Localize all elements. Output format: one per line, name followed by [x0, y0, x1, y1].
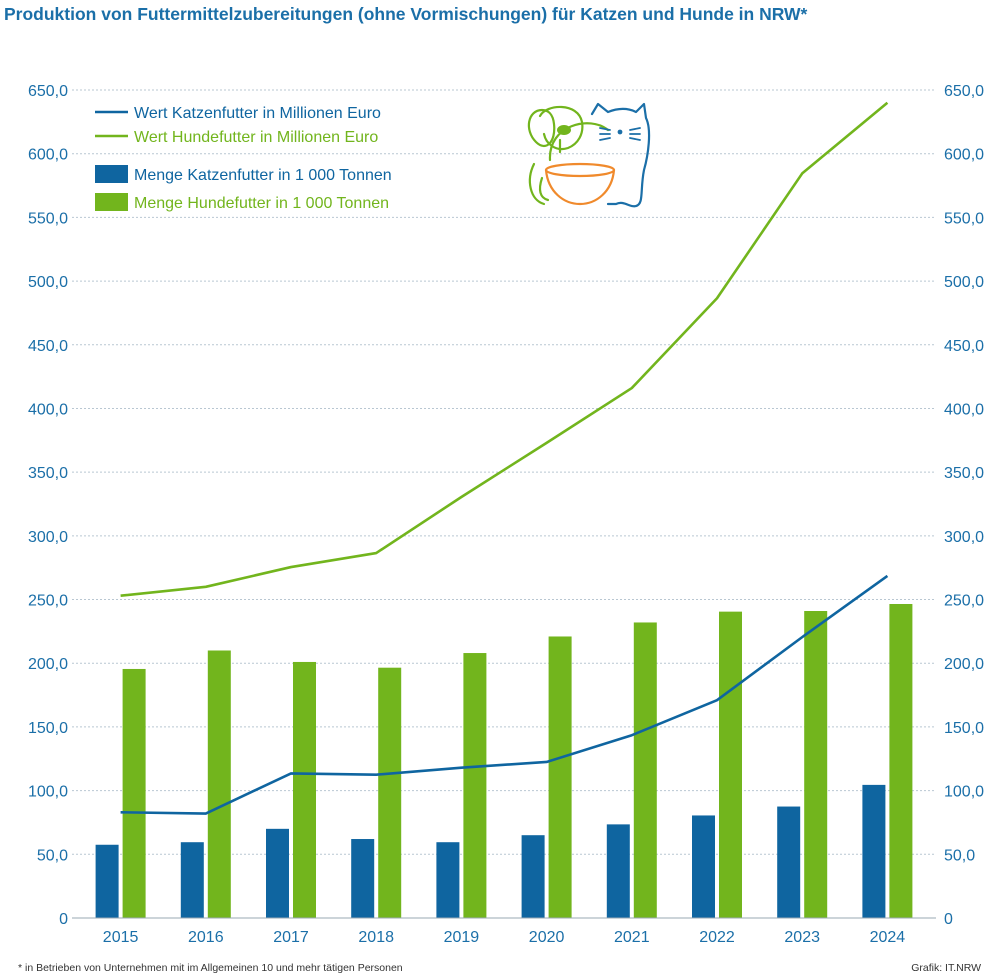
y-tick-label-right: 650,0 — [944, 83, 984, 100]
y-tick-label-left: 100,0 — [28, 784, 68, 801]
x-tick-label: 2024 — [870, 929, 906, 946]
bar-katzenfutter-menge — [692, 815, 715, 918]
bar-katzenfutter-menge — [95, 844, 119, 918]
bar-hundefutter-menge — [378, 667, 402, 918]
y-tick-label-right: 300,0 — [944, 529, 984, 546]
legend-swatch — [95, 193, 128, 211]
y-tick-label-right: 600,0 — [944, 147, 984, 164]
y-tick-label-left: 600,0 — [28, 147, 68, 164]
y-tick-label-left: 200,0 — [28, 656, 68, 673]
bar-katzenfutter-menge — [266, 828, 289, 918]
bar-hundefutter-menge — [463, 653, 487, 918]
y-tick-label-left: 400,0 — [28, 401, 68, 418]
y-tick-label-left: 50,0 — [37, 847, 68, 864]
y-tick-label-right: 50,0 — [944, 847, 975, 864]
y-tick-label-right: 200,0 — [944, 656, 984, 673]
x-tick-label: 2019 — [444, 929, 480, 946]
x-axis-ticks: 2015 2016 2017 2018 2019 2020 2021 2022 2023 2024 — [103, 929, 905, 946]
dog-and-cat-with-bowl-icon — [527, 102, 651, 208]
bar-katzenfutter-menge — [351, 839, 375, 918]
y-axis-right-ticks: 0 50,0 100,0 150,0 200,0 250,0 300,0 350,0 400,0… — [944, 83, 984, 928]
legend-label: Wert Hundefutter in Millionen Euro — [134, 129, 378, 146]
y-axis-left-ticks: 0 50,0 100,0 150,0 200,0 250,0 300,0 350,0 400,0… — [28, 83, 68, 928]
line-series — [120, 101, 889, 815]
x-tick-label: 2016 — [188, 929, 224, 946]
x-tick-label: 2017 — [273, 929, 309, 946]
y-tick-label-right: 0 — [944, 911, 953, 928]
legend-label: Menge Hundefutter in 1 000 Tonnen — [134, 195, 389, 212]
y-tick-label-left: 500,0 — [28, 274, 68, 291]
y-tick-label-right: 150,0 — [944, 720, 984, 737]
bar-hundefutter-menge — [719, 611, 742, 918]
bar-hundefutter-menge — [633, 622, 657, 918]
bar-katzenfutter-menge — [777, 806, 801, 918]
grid-lines — [72, 89, 936, 855]
y-tick-label-right: 250,0 — [944, 593, 984, 610]
line-hundefutter-wert — [120, 101, 889, 598]
y-tick-label-left: 250,0 — [28, 593, 68, 610]
legend-label: Wert Katzenfutter in Millionen Euro — [134, 105, 381, 122]
bar-hundefutter-menge — [548, 636, 572, 918]
y-tick-label-right: 400,0 — [944, 401, 984, 418]
x-tick-label: 2022 — [699, 929, 735, 946]
line-katzenfutter-wert — [120, 574, 889, 815]
bar-katzenfutter-menge — [180, 842, 204, 918]
source-credit: Grafik: IT.NRW — [911, 962, 981, 974]
legend-label: Menge Katzenfutter in 1 000 Tonnen — [134, 167, 392, 184]
x-tick-label: 2021 — [614, 929, 650, 946]
y-tick-label-left: 650,0 — [28, 83, 68, 100]
y-tick-label-right: 550,0 — [944, 210, 984, 227]
bar-katzenfutter-menge — [436, 842, 460, 918]
bar-hundefutter-menge — [804, 611, 828, 918]
y-tick-label-left: 150,0 — [28, 720, 68, 737]
bar-hundefutter-menge — [293, 661, 316, 918]
x-tick-label: 2015 — [103, 929, 139, 946]
bar-series — [95, 603, 913, 918]
chart: 0 50,0 100,0 150,0 200,0 250,0 300,0 350,0 400,0… — [28, 83, 984, 946]
x-tick-label: 2023 — [784, 929, 820, 946]
y-tick-label-left: 300,0 — [28, 529, 68, 546]
bar-katzenfutter-menge — [606, 824, 630, 918]
x-tick-label: 2018 — [358, 929, 394, 946]
y-tick-label-left: 0 — [59, 911, 68, 928]
y-tick-label-right: 100,0 — [944, 784, 984, 801]
y-tick-label-right: 350,0 — [944, 465, 984, 482]
y-tick-label-left: 550,0 — [28, 210, 68, 227]
x-tick-label: 2020 — [529, 929, 565, 946]
bar-hundefutter-menge — [889, 603, 913, 918]
legend-swatch — [95, 165, 128, 183]
bar-katzenfutter-menge — [521, 835, 545, 918]
footnote: * in Betrieben von Unternehmen mit im Al… — [18, 962, 403, 974]
bar-hundefutter-menge — [122, 668, 146, 918]
y-tick-label-left: 350,0 — [28, 465, 68, 482]
chart-title: Produktion von Futtermittelzubereitungen… — [4, 4, 808, 24]
y-tick-label-right: 450,0 — [944, 338, 984, 355]
y-tick-label-left: 450,0 — [28, 338, 68, 355]
y-tick-label-right: 500,0 — [944, 274, 984, 291]
bar-katzenfutter-menge — [862, 784, 886, 918]
legend: Wert Katzenfutter in Millionen Euro Wert … — [95, 105, 392, 212]
bar-hundefutter-menge — [207, 650, 231, 918]
